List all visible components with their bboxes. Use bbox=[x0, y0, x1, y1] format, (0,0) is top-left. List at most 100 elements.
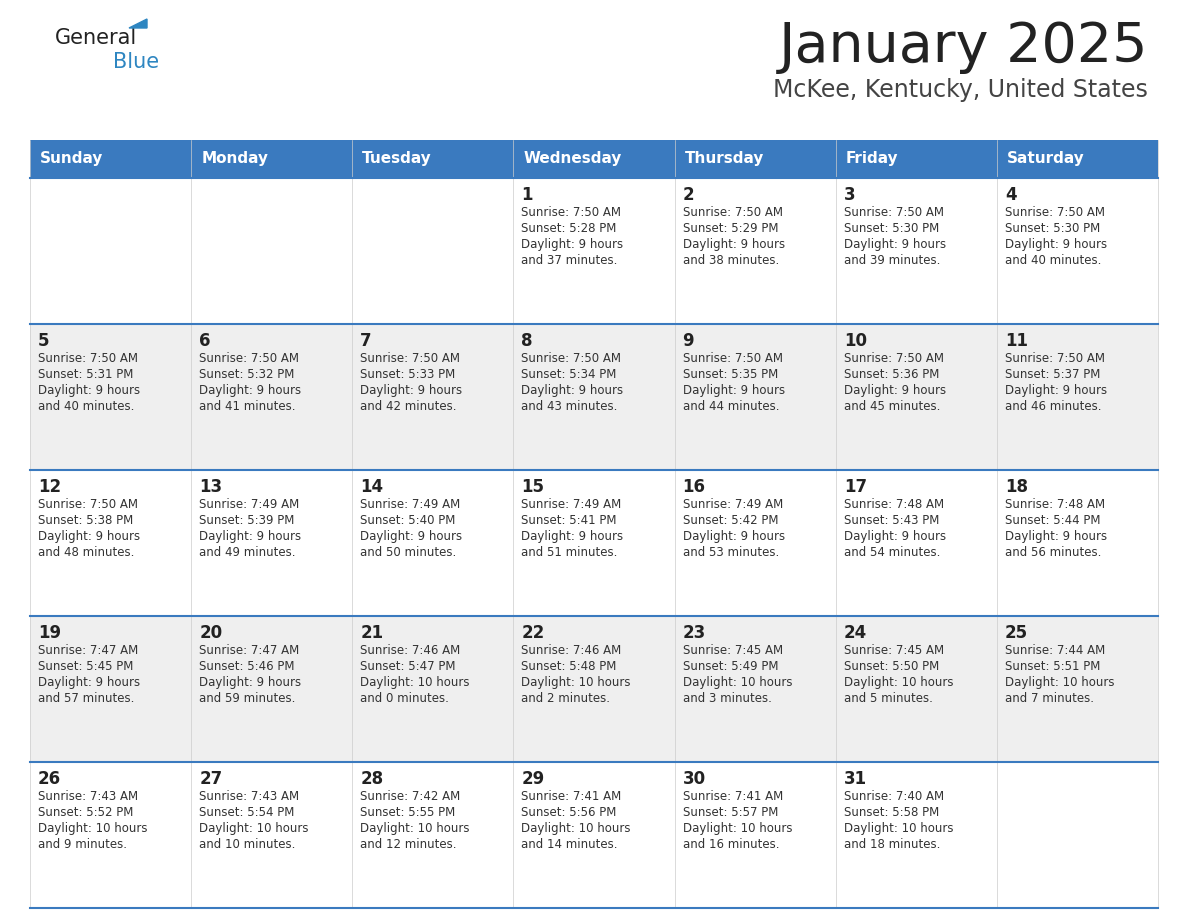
Text: and 39 minutes.: and 39 minutes. bbox=[843, 254, 940, 267]
Text: Sunrise: 7:43 AM: Sunrise: 7:43 AM bbox=[38, 790, 138, 803]
Text: Sunrise: 7:48 AM: Sunrise: 7:48 AM bbox=[1005, 498, 1105, 511]
Text: and 46 minutes.: and 46 minutes. bbox=[1005, 400, 1101, 413]
Bar bbox=[835, 762, 997, 908]
Text: Sunrise: 7:50 AM: Sunrise: 7:50 AM bbox=[683, 206, 783, 219]
Text: Sunset: 5:33 PM: Sunset: 5:33 PM bbox=[360, 368, 455, 381]
Text: Daylight: 9 hours: Daylight: 9 hours bbox=[360, 530, 462, 543]
Text: Sunrise: 7:43 AM: Sunrise: 7:43 AM bbox=[200, 790, 299, 803]
Text: Sunset: 5:38 PM: Sunset: 5:38 PM bbox=[38, 514, 133, 527]
Text: Thursday: Thursday bbox=[684, 151, 764, 166]
Text: Sunset: 5:48 PM: Sunset: 5:48 PM bbox=[522, 660, 617, 673]
Text: Sunrise: 7:48 AM: Sunrise: 7:48 AM bbox=[843, 498, 943, 511]
Text: and 44 minutes.: and 44 minutes. bbox=[683, 400, 779, 413]
Bar bbox=[191, 762, 353, 908]
Text: Sunrise: 7:45 AM: Sunrise: 7:45 AM bbox=[683, 644, 783, 657]
Bar bbox=[353, 762, 513, 908]
Text: Sunday: Sunday bbox=[40, 151, 103, 166]
Text: and 56 minutes.: and 56 minutes. bbox=[1005, 546, 1101, 559]
Text: Daylight: 10 hours: Daylight: 10 hours bbox=[522, 822, 631, 835]
Bar bbox=[675, 616, 835, 762]
Text: Daylight: 10 hours: Daylight: 10 hours bbox=[683, 676, 792, 689]
Text: Sunrise: 7:41 AM: Sunrise: 7:41 AM bbox=[522, 790, 621, 803]
Bar bbox=[997, 762, 1158, 908]
Text: 7: 7 bbox=[360, 332, 372, 350]
Text: 29: 29 bbox=[522, 770, 544, 788]
Text: 2: 2 bbox=[683, 186, 694, 204]
Text: Blue: Blue bbox=[113, 52, 159, 72]
Text: January 2025: January 2025 bbox=[778, 20, 1148, 74]
Bar bbox=[997, 470, 1158, 616]
Text: and 2 minutes.: and 2 minutes. bbox=[522, 692, 611, 705]
Text: Sunset: 5:40 PM: Sunset: 5:40 PM bbox=[360, 514, 456, 527]
Bar bbox=[30, 324, 191, 470]
Text: Daylight: 9 hours: Daylight: 9 hours bbox=[1005, 384, 1107, 397]
Bar bbox=[835, 324, 997, 470]
Bar bbox=[353, 470, 513, 616]
Text: Sunrise: 7:47 AM: Sunrise: 7:47 AM bbox=[38, 644, 138, 657]
Text: General: General bbox=[55, 28, 138, 48]
Text: Sunset: 5:30 PM: Sunset: 5:30 PM bbox=[1005, 222, 1100, 235]
Text: Sunrise: 7:50 AM: Sunrise: 7:50 AM bbox=[1005, 206, 1105, 219]
Text: McKee, Kentucky, United States: McKee, Kentucky, United States bbox=[773, 78, 1148, 102]
Bar bbox=[353, 324, 513, 470]
Text: 5: 5 bbox=[38, 332, 50, 350]
Text: 8: 8 bbox=[522, 332, 533, 350]
Text: Daylight: 9 hours: Daylight: 9 hours bbox=[843, 238, 946, 251]
Text: Sunrise: 7:50 AM: Sunrise: 7:50 AM bbox=[683, 352, 783, 365]
Text: Daylight: 9 hours: Daylight: 9 hours bbox=[683, 384, 785, 397]
Text: Sunset: 5:28 PM: Sunset: 5:28 PM bbox=[522, 222, 617, 235]
Bar bbox=[191, 616, 353, 762]
Text: 10: 10 bbox=[843, 332, 867, 350]
Text: 4: 4 bbox=[1005, 186, 1017, 204]
Text: Sunrise: 7:49 AM: Sunrise: 7:49 AM bbox=[360, 498, 461, 511]
Text: Sunrise: 7:50 AM: Sunrise: 7:50 AM bbox=[1005, 352, 1105, 365]
Text: Daylight: 9 hours: Daylight: 9 hours bbox=[38, 676, 140, 689]
Bar bbox=[30, 762, 191, 908]
Text: Sunset: 5:30 PM: Sunset: 5:30 PM bbox=[843, 222, 939, 235]
Text: Sunset: 5:57 PM: Sunset: 5:57 PM bbox=[683, 806, 778, 819]
Text: Friday: Friday bbox=[846, 151, 898, 166]
Text: Daylight: 9 hours: Daylight: 9 hours bbox=[522, 530, 624, 543]
Text: Daylight: 9 hours: Daylight: 9 hours bbox=[38, 384, 140, 397]
Text: Sunrise: 7:50 AM: Sunrise: 7:50 AM bbox=[843, 352, 943, 365]
Text: Sunrise: 7:46 AM: Sunrise: 7:46 AM bbox=[522, 644, 621, 657]
Bar bbox=[675, 762, 835, 908]
Text: 12: 12 bbox=[38, 478, 61, 496]
Text: 17: 17 bbox=[843, 478, 867, 496]
Text: Sunset: 5:32 PM: Sunset: 5:32 PM bbox=[200, 368, 295, 381]
Text: Sunset: 5:35 PM: Sunset: 5:35 PM bbox=[683, 368, 778, 381]
Bar bbox=[835, 616, 997, 762]
Text: Sunset: 5:54 PM: Sunset: 5:54 PM bbox=[200, 806, 295, 819]
Text: Sunset: 5:49 PM: Sunset: 5:49 PM bbox=[683, 660, 778, 673]
Bar bbox=[353, 178, 513, 324]
Text: Sunset: 5:47 PM: Sunset: 5:47 PM bbox=[360, 660, 456, 673]
Text: Daylight: 9 hours: Daylight: 9 hours bbox=[1005, 238, 1107, 251]
Bar bbox=[513, 616, 675, 762]
Text: Daylight: 9 hours: Daylight: 9 hours bbox=[200, 384, 302, 397]
Text: Sunrise: 7:47 AM: Sunrise: 7:47 AM bbox=[200, 644, 299, 657]
Text: Daylight: 9 hours: Daylight: 9 hours bbox=[200, 530, 302, 543]
Text: 16: 16 bbox=[683, 478, 706, 496]
Text: Daylight: 9 hours: Daylight: 9 hours bbox=[200, 676, 302, 689]
Text: and 12 minutes.: and 12 minutes. bbox=[360, 838, 456, 851]
Bar bbox=[675, 324, 835, 470]
Bar bbox=[30, 470, 191, 616]
Text: Daylight: 10 hours: Daylight: 10 hours bbox=[683, 822, 792, 835]
Text: and 16 minutes.: and 16 minutes. bbox=[683, 838, 779, 851]
Text: Daylight: 10 hours: Daylight: 10 hours bbox=[1005, 676, 1114, 689]
Bar bbox=[997, 616, 1158, 762]
Text: 28: 28 bbox=[360, 770, 384, 788]
Text: and 9 minutes.: and 9 minutes. bbox=[38, 838, 127, 851]
Text: 20: 20 bbox=[200, 624, 222, 642]
Bar bbox=[30, 178, 191, 324]
Text: and 59 minutes.: and 59 minutes. bbox=[200, 692, 296, 705]
Text: Sunrise: 7:49 AM: Sunrise: 7:49 AM bbox=[522, 498, 621, 511]
Text: and 7 minutes.: and 7 minutes. bbox=[1005, 692, 1094, 705]
Text: and 53 minutes.: and 53 minutes. bbox=[683, 546, 779, 559]
Text: Daylight: 9 hours: Daylight: 9 hours bbox=[38, 530, 140, 543]
Bar bbox=[30, 616, 191, 762]
Text: Sunset: 5:36 PM: Sunset: 5:36 PM bbox=[843, 368, 939, 381]
Text: Daylight: 9 hours: Daylight: 9 hours bbox=[683, 530, 785, 543]
Bar bbox=[513, 762, 675, 908]
Text: Daylight: 9 hours: Daylight: 9 hours bbox=[360, 384, 462, 397]
